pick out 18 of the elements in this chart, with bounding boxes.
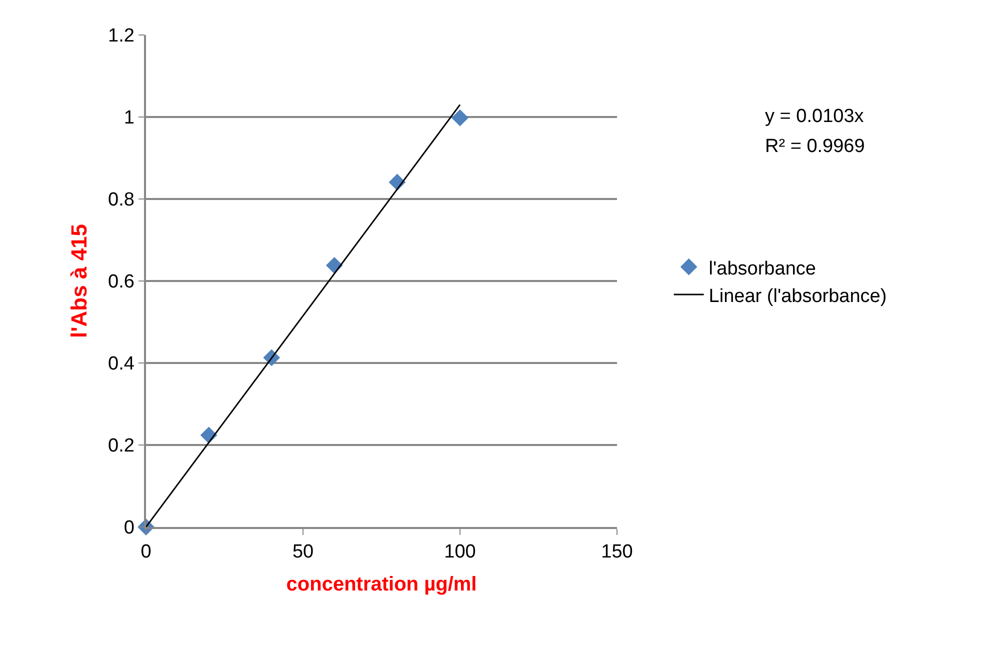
x-tick-label: 0 (140, 542, 152, 563)
x-tick-label: 150 (601, 542, 633, 563)
legend-label: Linear (l'absorbance) (708, 286, 887, 307)
text: y = 0.0103x (765, 106, 864, 127)
y-tick-label: 1.2 (108, 26, 134, 47)
y-tick-label: 0 (124, 518, 134, 539)
y-tick-label: 0.4 (108, 354, 135, 375)
y-tick-label: 0.2 (108, 436, 134, 457)
text: R² = 0.9969 (765, 136, 865, 157)
y-tick-label: 0.6 (108, 272, 134, 293)
x-axis-title: concentration µg/ml (286, 574, 477, 596)
x-tick-label: 50 (292, 542, 314, 563)
point (452, 109, 468, 126)
legend-label: l'absorbance (708, 258, 816, 280)
y-tick-label: 1 (124, 108, 134, 129)
x-tick-label: 100 (444, 542, 476, 563)
y-axis-title: l'Abs à 415 (66, 224, 92, 338)
y-tick-label: 0.8 (108, 190, 134, 211)
